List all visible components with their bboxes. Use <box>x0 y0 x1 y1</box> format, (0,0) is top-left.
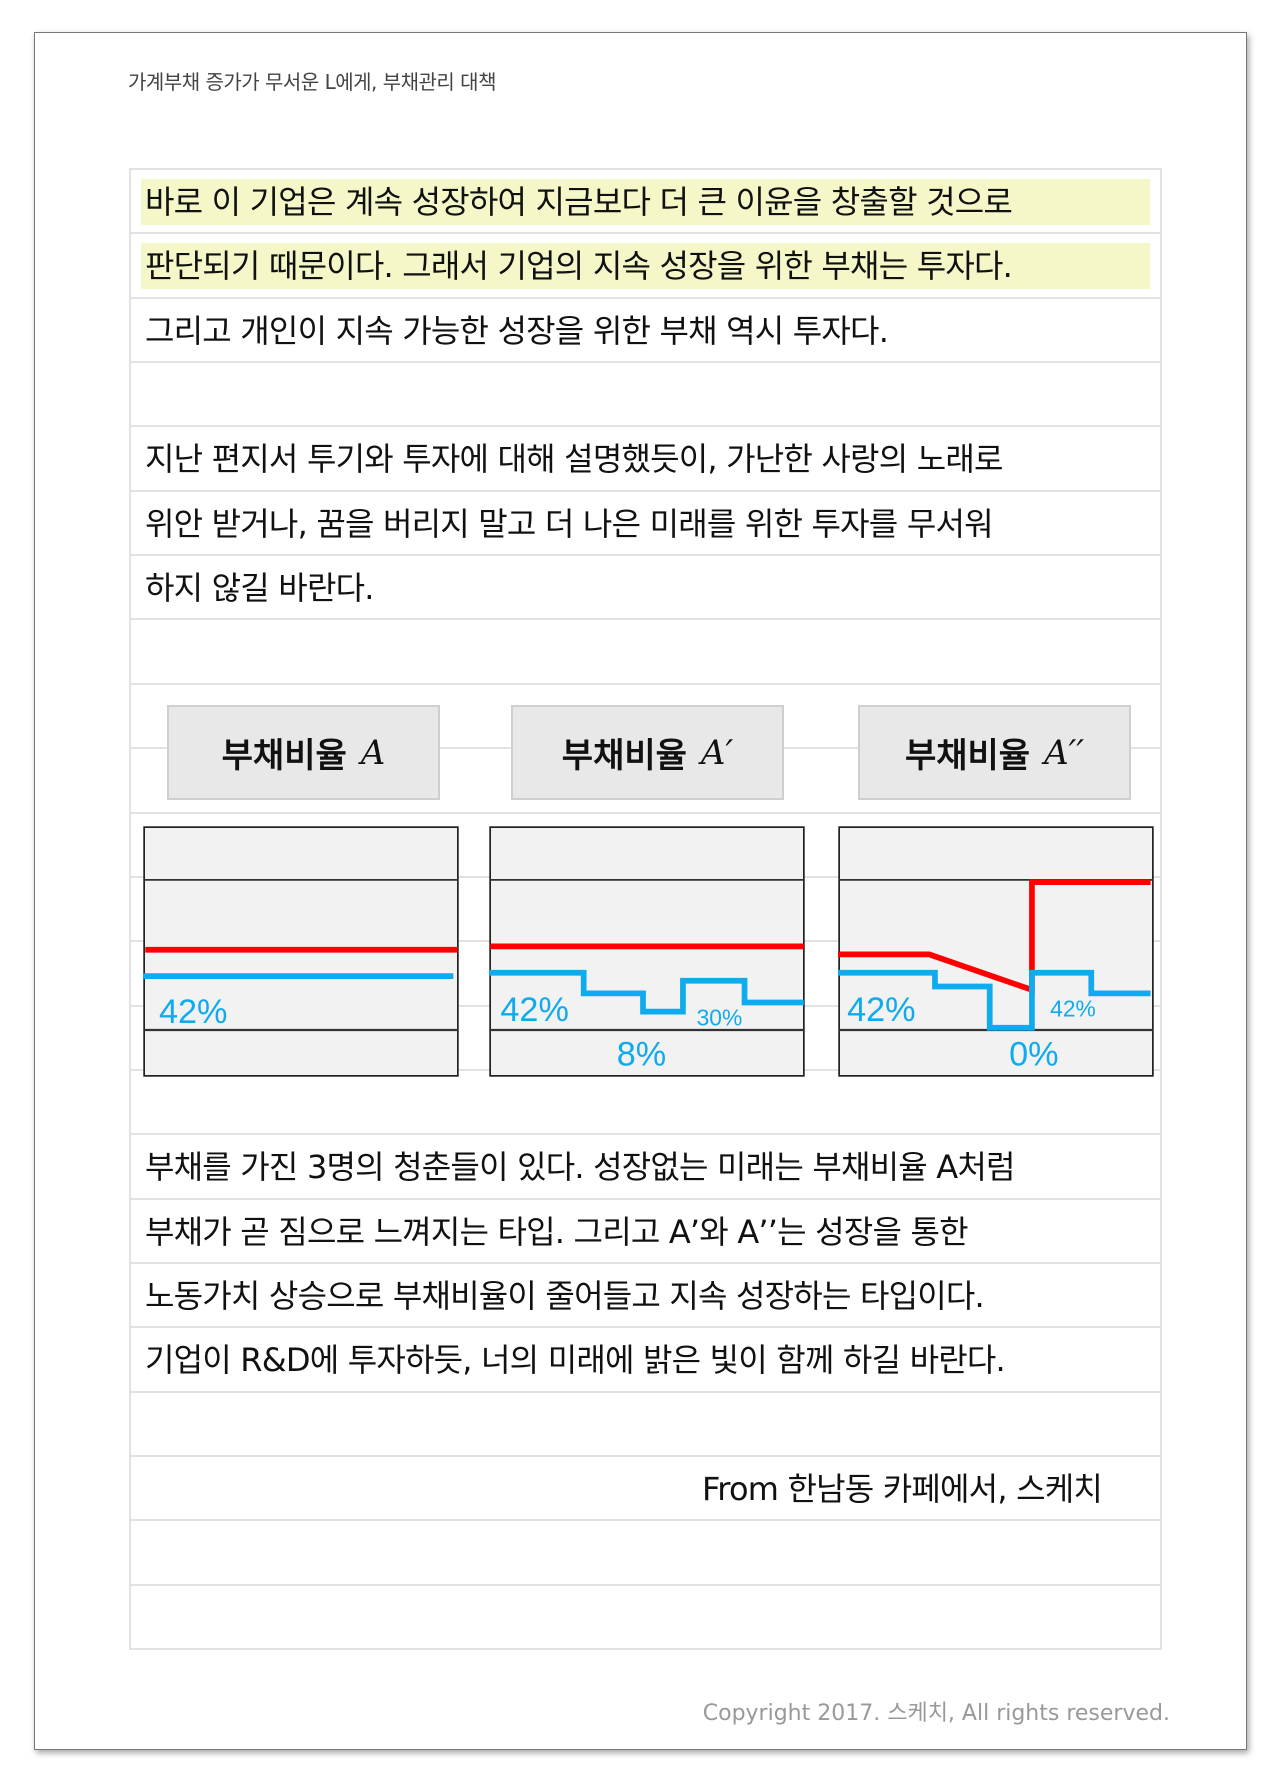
diagram-label-a-double-prime: 부채비율 A′′ <box>858 705 1131 800</box>
ratio-label: 42% <box>1050 995 1096 1021</box>
ruled-row: 위안 받거나, 꿈을 버리지 말고 더 나은 미래를 위한 투자를 무서워 <box>131 492 1160 557</box>
diagram-label-text: 부채비율 <box>904 736 1031 776</box>
text-line: 판단되기 때문이다. 그래서 기업의 지속 성장을 위한 부채는 투자다. <box>141 243 1150 290</box>
signature-line: From 한남동 카페에서, 스케치 <box>702 1470 1103 1508</box>
ratio-line <box>838 969 1151 1031</box>
ruled-row: 바로 이 기업은 계속 성장하여 지금보다 더 큰 이윤을 창출할 것으로 <box>131 170 1160 235</box>
text-line: 위안 받거나, 꿈을 버리지 말고 더 나은 미래를 위한 투자를 무서워 <box>145 504 994 543</box>
text-line: 부채를 가진 3명의 청춘들이 있다. 성장없는 미래는 부채비율 A처럼 <box>145 1148 1015 1187</box>
diagram-a-double-prime: 42% 42% 0% <box>838 826 1154 1077</box>
ruled-row: 기업이 R&D에 투자하듯, 너의 미래에 밝은 빛이 함께 하길 바란다. <box>131 1328 1160 1393</box>
text-line: 기업이 R&D에 투자하듯, 너의 미래에 밝은 빛이 함께 하길 바란다. <box>145 1341 1006 1380</box>
ruled-row: 하지 않길 바란다. <box>131 556 1160 621</box>
ruled-row <box>131 620 1160 685</box>
diagram-label-a-prime: 부채비율 A′ <box>511 705 784 800</box>
ruled-row: 그리고 개인이 지속 가능한 성장을 위한 부채 역시 투자다. <box>131 299 1160 364</box>
ratio-label: 8% <box>617 1035 666 1073</box>
ruled-row: 노동가치 상승으로 부채비율이 줄어들고 지속 성장하는 타입이다. <box>131 1264 1160 1329</box>
diagram-symbol: A′ <box>700 732 734 773</box>
diagram-label-text: 부채비율 <box>561 736 687 776</box>
diagram-frame <box>489 826 805 1077</box>
ruled-row <box>131 1393 1160 1458</box>
diagram-a-prime: 42% 30% 8% <box>489 826 805 1077</box>
ratio-label: 42% <box>847 991 915 1029</box>
ruled-row <box>131 1071 1160 1136</box>
ruled-row <box>131 1586 1160 1650</box>
text-line: 지난 편지서 투기와 투자에 대해 설명했듯이, 가난한 사랑의 노래로 <box>145 440 1003 479</box>
diagram-symbol: A′′ <box>1044 732 1085 773</box>
ruled-row: 부채가 곧 짐으로 느껴지는 타입. 그리고 A’와 A’’는 성장을 통한 <box>131 1200 1160 1264</box>
ruled-row: 판단되기 때문이다. 그래서 기업의 지속 성장을 위한 부채는 투자다. <box>131 234 1160 299</box>
ratio-line <box>489 969 804 1015</box>
ratio-label: 0% <box>1009 1035 1058 1073</box>
ruled-row: 지난 편지서 투기와 투자에 대해 설명했듯이, 가난한 사랑의 노래로 <box>131 427 1160 492</box>
ratio-label: 30% <box>697 1004 743 1030</box>
page-header-title: 가계부채 증가가 무서운 L에게, 부채관리 대책 <box>128 70 497 94</box>
ratio-label: 42% <box>159 993 227 1031</box>
ruled-row <box>131 749 1160 814</box>
diagram-a: 42% <box>143 826 459 1077</box>
ruled-row: 부채를 가진 3명의 청춘들이 있다. 성장없는 미래는 부채비율 A처럼 <box>131 1135 1160 1200</box>
ruled-row <box>131 1521 1160 1586</box>
copyright-notice: Copyright 2017. 스케치, All rights reserved… <box>702 1701 1170 1726</box>
text-line: 노동가치 상승으로 부채비율이 줄어들고 지속 성장하는 타입이다. <box>145 1276 985 1315</box>
text-line: 바로 이 기업은 계속 성장하여 지금보다 더 큰 이윤을 창출할 것으로 <box>141 179 1150 225</box>
diagram-symbol: A <box>360 732 386 773</box>
text-line: 그리고 개인이 지속 가능한 성장을 위한 부채 역시 투자다. <box>145 311 889 350</box>
diagram-label-text: 부채비율 <box>221 736 347 776</box>
ruled-row: From 한남동 카페에서, 스케치 <box>131 1457 1160 1522</box>
text-line: 하지 않길 바란다. <box>145 569 374 608</box>
text-line: 부채가 곧 짐으로 느껴지는 타입. 그리고 A’와 A’’는 성장을 통한 <box>145 1212 969 1251</box>
ruled-row <box>131 363 1160 428</box>
diagram-label-a: 부채비율 A <box>167 705 440 800</box>
ratio-label: 42% <box>500 991 568 1029</box>
